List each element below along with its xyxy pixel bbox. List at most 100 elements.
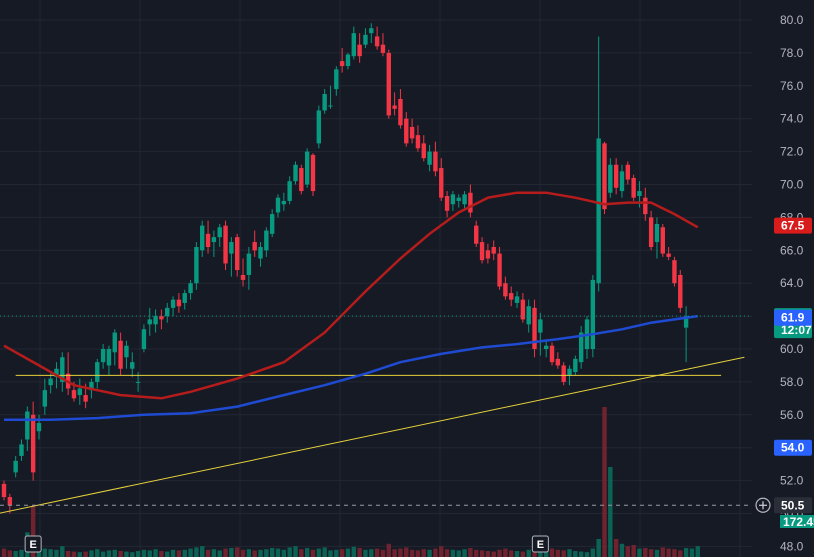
candle-down[interactable]	[672, 260, 677, 284]
candle-up[interactable]	[36, 423, 42, 432]
candle-up[interactable]	[328, 105, 333, 107]
candle-up[interactable]	[217, 227, 222, 238]
add-price-level-button[interactable]	[755, 497, 771, 513]
candle-up[interactable]	[281, 200, 287, 205]
candle-down[interactable]	[30, 414, 36, 473]
candle-up[interactable]	[369, 28, 374, 34]
candle-down[interactable]	[666, 253, 671, 257]
candle-down[interactable]	[561, 365, 566, 382]
candle-up[interactable]	[590, 279, 596, 349]
candle-up[interactable]	[211, 237, 217, 243]
candle-down[interactable]	[625, 164, 631, 180]
candle-down[interactable]	[7, 497, 13, 506]
candle-down[interactable]	[421, 143, 426, 159]
candle-up[interactable]	[526, 306, 531, 325]
candle-up[interactable]	[427, 151, 432, 165]
candle-up[interactable]	[95, 362, 100, 382]
candle-down[interactable]	[660, 227, 665, 254]
candle-down[interactable]	[299, 168, 304, 192]
candle-up[interactable]	[13, 460, 18, 473]
candle-up[interactable]	[363, 34, 368, 45]
candle-up[interactable]	[170, 299, 176, 308]
candle-up[interactable]	[543, 345, 549, 349]
candle-up[interactable]	[334, 69, 339, 90]
candle-up[interactable]	[619, 171, 625, 192]
candle-up[interactable]	[135, 381, 141, 383]
candle-down[interactable]	[380, 44, 386, 53]
candle-up[interactable]	[182, 293, 187, 303]
candle-down[interactable]	[549, 345, 555, 363]
candle-down[interactable]	[386, 52, 391, 116]
candle-up[interactable]	[269, 214, 275, 234]
candle-down[interactable]	[520, 299, 526, 320]
candle-down[interactable]	[310, 154, 316, 192]
candle-up[interactable]	[124, 345, 129, 358]
candle-up[interactable]	[345, 54, 351, 67]
candle-up[interactable]	[106, 349, 112, 366]
candle-up[interactable]	[567, 368, 572, 376]
candle-down[interactable]	[631, 177, 636, 198]
candle-down[interactable]	[643, 197, 648, 215]
candle-down[interactable]	[433, 151, 438, 172]
candle-down[interactable]	[497, 253, 502, 287]
candle-down[interactable]	[252, 242, 257, 251]
candle-up[interactable]	[165, 307, 170, 317]
candle-up[interactable]	[538, 319, 543, 333]
earnings-marker[interactable]: E	[24, 535, 42, 553]
candle-up[interactable]	[275, 197, 281, 213]
candle-up[interactable]	[188, 283, 193, 294]
candle-down[interactable]	[392, 105, 397, 109]
candle-up[interactable]	[130, 362, 135, 369]
candle-up[interactable]	[596, 138, 601, 284]
candle-up[interactable]	[573, 358, 578, 373]
candle-up[interactable]	[514, 296, 520, 303]
candle-down[interactable]	[479, 242, 485, 261]
candle-down[interactable]	[404, 118, 409, 144]
candle-down[interactable]	[613, 164, 619, 188]
candle-up[interactable]	[462, 194, 467, 205]
candle-up[interactable]	[60, 357, 65, 382]
candle-down[interactable]	[118, 340, 123, 369]
candle-up[interactable]	[322, 94, 327, 111]
candle-up[interactable]	[194, 247, 199, 284]
candle-down[interactable]	[357, 44, 362, 57]
candle-up[interactable]	[351, 33, 356, 57]
candle-down[interactable]	[205, 233, 211, 248]
candle-up[interactable]	[89, 381, 94, 391]
candle-up[interactable]	[578, 332, 584, 363]
candle-up[interactable]	[19, 444, 24, 456]
candle-up[interactable]	[316, 110, 322, 144]
candle-up[interactable]	[293, 164, 298, 182]
candle-up[interactable]	[287, 181, 292, 201]
candle-up[interactable]	[456, 197, 461, 201]
candle-up[interactable]	[100, 349, 106, 363]
candle-up[interactable]	[683, 316, 689, 328]
candle-up[interactable]	[112, 332, 117, 353]
candle-up[interactable]	[304, 151, 310, 185]
candle-down[interactable]	[159, 316, 164, 320]
candle-down[interactable]	[485, 250, 491, 259]
candle-up[interactable]	[48, 378, 53, 386]
candle-down[interactable]	[503, 283, 508, 297]
candle-down[interactable]	[509, 293, 514, 300]
candle-down[interactable]	[83, 395, 88, 402]
candle-down[interactable]	[648, 217, 654, 248]
candle-up[interactable]	[264, 230, 269, 251]
candle-up[interactable]	[54, 368, 59, 377]
candle-down[interactable]	[532, 307, 537, 349]
candle-down[interactable]	[602, 143, 607, 210]
candle-down[interactable]	[71, 390, 77, 399]
earnings-marker[interactable]: E	[531, 535, 549, 553]
price-axis[interactable]: 80.078.076.074.072.070.068.066.064.062.0…	[752, 0, 814, 557]
candle-down[interactable]	[223, 225, 228, 264]
candle-up[interactable]	[147, 319, 152, 325]
candle-down[interactable]	[491, 247, 496, 254]
candle-up[interactable]	[25, 411, 30, 440]
candle-down[interactable]	[439, 168, 444, 198]
candle-down[interactable]	[415, 135, 421, 149]
candle-up[interactable]	[450, 194, 456, 205]
candles[interactable]	[1, 23, 689, 514]
candle-up[interactable]	[654, 223, 660, 243]
